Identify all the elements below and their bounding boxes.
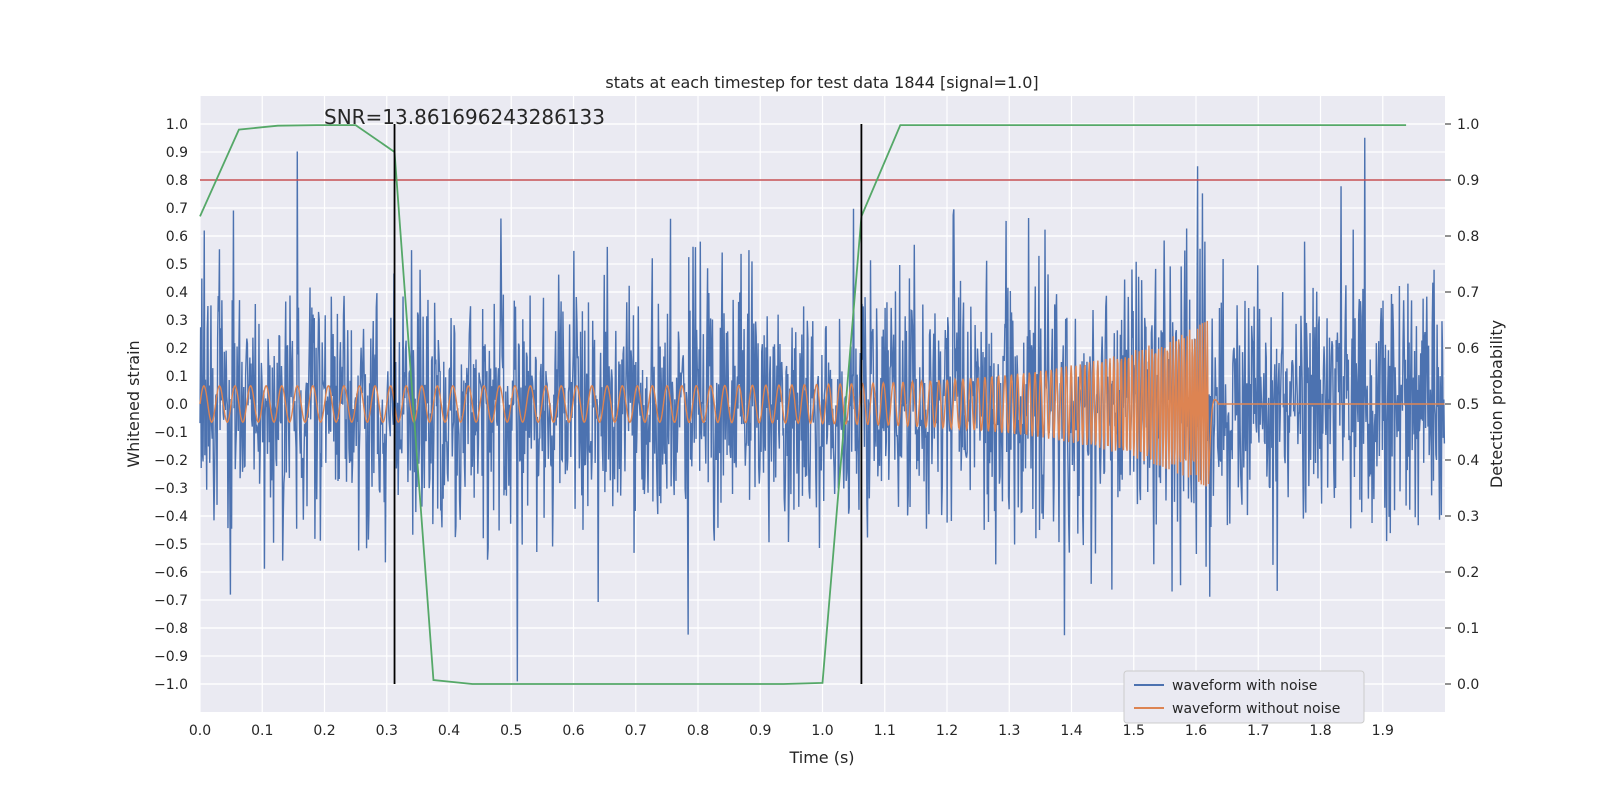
legend: waveform with noise waveform without noi… — [1123, 670, 1365, 724]
y2-tick-label: 0.0 — [1457, 677, 1479, 693]
y-tick-label: 1.0 — [166, 117, 188, 133]
snr-annotation: SNR=13.861696243286133 — [324, 105, 605, 129]
y-tick-label: −0.8 — [154, 621, 188, 637]
y-tick-label: 0.7 — [166, 201, 188, 217]
x-tick-label: 0.8 — [687, 723, 709, 739]
y-tick-label: −0.3 — [154, 481, 188, 497]
series-waveform-without-noise — [199, 320, 1445, 487]
y2-tick-label: 0.4 — [1457, 453, 1479, 469]
x-tick-label: 0.4 — [438, 723, 460, 739]
y2-tick-label: 1.0 — [1457, 117, 1479, 133]
y2-tick-label: 0.2 — [1457, 565, 1479, 581]
y2-tick-label: 0.9 — [1457, 173, 1479, 189]
y2-tick-label: 0.1 — [1457, 621, 1479, 637]
y-axis-label: Whitened strain — [124, 340, 143, 467]
y-tick-label: −0.1 — [154, 425, 188, 441]
x-tick-label: 0.6 — [562, 723, 584, 739]
y-tick-label: 0.4 — [166, 285, 188, 301]
y-tick-label: −0.5 — [154, 537, 188, 553]
y-tick-label: 0.6 — [166, 229, 188, 245]
x-tick-label: 0.3 — [376, 723, 398, 739]
y2-tick-label: 0.6 — [1457, 341, 1479, 357]
x-tick-label: 0.9 — [749, 723, 771, 739]
y-ticks: 1.0 0.9 0.8 0.7 0.6 0.5 0.4 0.3 0.2 0.1 0.0 −0.1 −0.… — [154, 117, 188, 693]
y-tick-label: 0.9 — [166, 145, 188, 161]
y2-tick-label: 0.7 — [1457, 285, 1479, 301]
y2-axis-label: Detection probability — [1487, 320, 1506, 488]
x-tick-label: 1.7 — [1247, 723, 1269, 739]
y2-tick-label: 0.8 — [1457, 229, 1479, 245]
series-waveform-with-noise — [199, 137, 1446, 682]
x-tick-label: 1.1 — [874, 723, 896, 739]
x-axis-label: Time (s) — [788, 748, 854, 767]
y2-tick-label: 0.5 — [1457, 397, 1479, 413]
y-tick-label: 0.3 — [166, 313, 188, 329]
y2-tick-label: 0.3 — [1457, 509, 1479, 525]
y-tick-label: −0.4 — [154, 509, 188, 525]
x-tick-label: 1.8 — [1309, 723, 1331, 739]
y-tick-label: −1.0 — [154, 677, 188, 693]
y-tick-label: −0.2 — [154, 453, 188, 469]
x-ticks: 0.0 0.1 0.2 0.3 0.4 0.5 0.6 0.7 0.8 0.9 1.0 1.1 1.2 1… — [189, 723, 1394, 739]
y-tick-label: −0.6 — [154, 565, 188, 581]
y-tick-label: 0.8 — [166, 173, 188, 189]
series-layer — [199, 124, 1446, 685]
legend-label-noisy: waveform with noise — [1172, 678, 1317, 694]
x-tick-label: 0.5 — [500, 723, 522, 739]
x-tick-label: 1.9 — [1372, 723, 1394, 739]
y-tick-label: −0.7 — [154, 593, 188, 609]
legend-label-clean: waveform without noise — [1172, 701, 1340, 717]
x-tick-label: 0.7 — [625, 723, 647, 739]
y-tick-label: −0.9 — [154, 649, 188, 665]
x-tick-label: 1.5 — [1123, 723, 1145, 739]
chart-title: stats at each timestep for test data 184… — [605, 73, 1038, 92]
series-detection-probability — [199, 124, 1407, 685]
x-tick-label: 1.6 — [1185, 723, 1207, 739]
x-tick-label: 0.0 — [189, 723, 211, 739]
x-tick-label: 0.2 — [313, 723, 335, 739]
legend-box — [1123, 670, 1365, 724]
y-tick-label: 0.2 — [166, 341, 188, 357]
x-tick-label: 1.4 — [1060, 723, 1082, 739]
y-tick-label: 0.0 — [166, 397, 188, 413]
y2-ticks: 1.0 0.9 0.8 0.7 0.6 0.5 0.4 0.3 0.2 0.1 0.0 — [1445, 117, 1479, 693]
x-tick-label: 0.1 — [251, 723, 273, 739]
x-tick-label: 1.2 — [936, 723, 958, 739]
y-tick-label: 0.5 — [166, 257, 188, 273]
y-tick-label: 0.1 — [166, 369, 188, 385]
x-tick-label: 1.3 — [998, 723, 1020, 739]
grid — [199, 96, 1445, 712]
x-tick-label: 1.0 — [811, 723, 833, 739]
